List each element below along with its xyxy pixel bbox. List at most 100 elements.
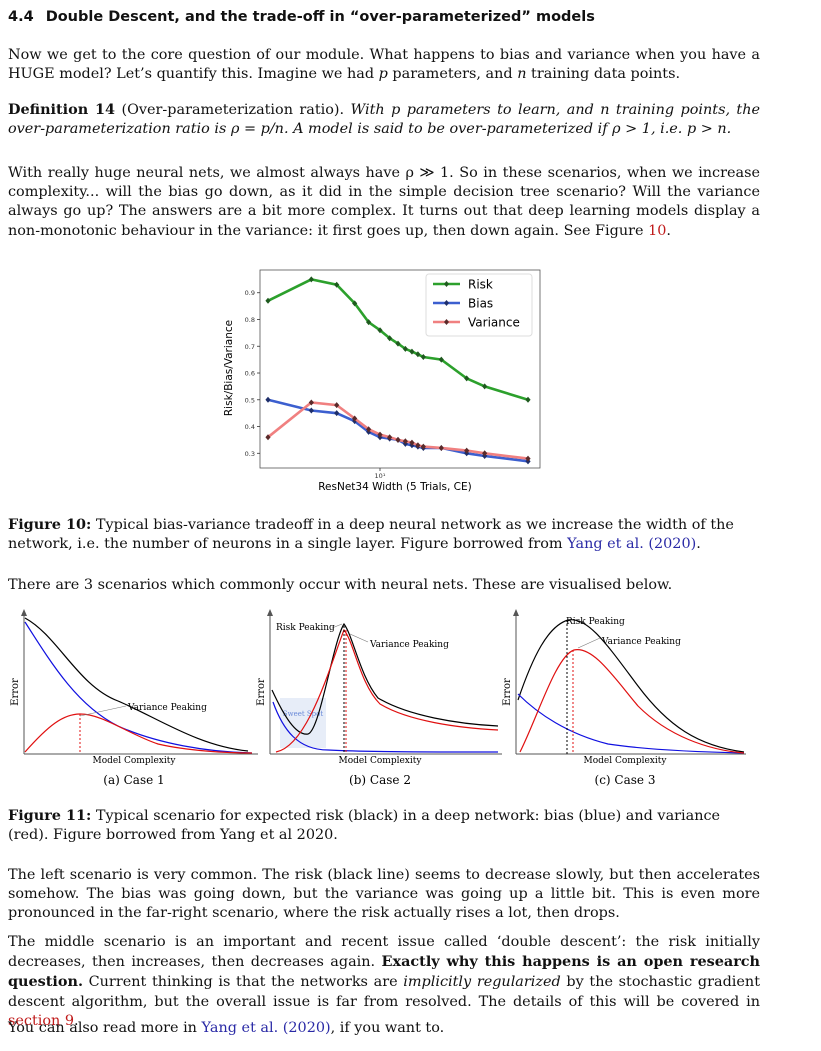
data-point-variance xyxy=(265,434,271,441)
bias-curve xyxy=(24,621,253,754)
paragraph-5-text-1: The middle scenario is an important and … xyxy=(8,934,760,971)
legend-marker-bias xyxy=(444,300,449,306)
data-point-bias xyxy=(265,396,271,403)
section-heading: 4.4 Double Descent, and the trade-off in … xyxy=(8,9,595,25)
paragraph-double-descent: The middle scenario is an important and … xyxy=(8,933,760,1031)
intro-var-n: n xyxy=(517,66,527,83)
figure-10-caption-text: Typical bias-variance tradeoff in a deep… xyxy=(8,517,734,553)
y-axis-label: Risk/Bias/Variance xyxy=(223,320,235,416)
panel-case-2: Sweet Spot Risk Peaking Variance Peaking… xyxy=(256,609,502,787)
paragraph-5-end: . xyxy=(74,1012,79,1029)
figure-10-caption-label: Figure 10: xyxy=(8,516,92,533)
y-tick-label: 0.4 xyxy=(245,423,255,431)
y-tick-label: 0.7 xyxy=(245,343,255,351)
legend-label-variance: Variance xyxy=(468,316,520,330)
figure-11-caption-label: Figure 11: xyxy=(8,807,92,824)
data-point-bias xyxy=(334,410,340,417)
figure-10-citation-year-link[interactable]: (2020) xyxy=(648,536,697,553)
data-point-risk xyxy=(402,345,408,352)
case-1-variance-peaking-label: Variance Peaking xyxy=(127,703,207,713)
risk-curve xyxy=(24,617,249,752)
y-tick-label: 0.5 xyxy=(245,396,255,404)
yang-citation-year-link[interactable]: (2020) xyxy=(282,1020,331,1036)
case-3-error-label: Error xyxy=(502,678,513,706)
data-point-variance xyxy=(387,434,393,441)
intro-text-3: training data points. xyxy=(526,66,681,83)
data-point-risk xyxy=(482,383,488,390)
figure-11-panels: Variance Peaking Error Model Complexity … xyxy=(10,609,746,787)
case-1-error-label: Error xyxy=(10,678,21,706)
x-tick-label: 10¹ xyxy=(375,472,386,480)
paragraph-2-text: With really huge neural nets, we almost … xyxy=(8,165,760,239)
y-tick-label: 0.8 xyxy=(245,316,255,324)
data-point-risk xyxy=(464,375,470,382)
series-line-risk xyxy=(267,278,529,402)
legend-label-risk: Risk xyxy=(468,278,493,292)
data-point-variance xyxy=(464,447,470,454)
case-2-risk-peaking-label: Risk Peaking xyxy=(276,623,335,633)
paragraph-scenarios: There are 3 scenarios which commonly occ… xyxy=(8,577,673,593)
case-2-variance-peaking-label: Variance Peaking xyxy=(369,640,449,650)
intro-text-2: parameters, and xyxy=(387,66,518,83)
section-number: 4.4 xyxy=(8,9,34,25)
y-tick-label: 0.3 xyxy=(245,450,255,458)
bias-curve xyxy=(272,701,499,753)
intro-paragraph: Now we get to the core question of our m… xyxy=(8,46,760,84)
implicitly-regularized-emphasis: implicitly regularized xyxy=(403,974,561,991)
data-point-variance xyxy=(420,443,426,450)
bias-curve xyxy=(517,693,745,754)
variance-curve xyxy=(24,713,253,754)
case-3-caption: (c) Case 3 xyxy=(595,773,656,787)
paragraph-bias-variance: With really huge neural nets, we almost … xyxy=(8,164,760,241)
section-title: Double Descent, and the trade-off in “ov… xyxy=(45,9,595,25)
sweet-spot-label: Sweet Spot xyxy=(283,710,324,718)
data-point-risk xyxy=(265,297,271,304)
panel-case-1: Variance Peaking Error Model Complexity … xyxy=(10,609,258,787)
x-axis-label: ResNet34 Width (5 Trials, CE) xyxy=(318,481,472,493)
figure-11-caption: Figure 11: Typical scenario for expected… xyxy=(8,806,760,845)
paragraph-6-text-1: You can also read more in xyxy=(8,1020,202,1036)
y-tick-label: 0.9 xyxy=(245,289,255,297)
paragraph-2-end: . xyxy=(666,222,671,239)
variance-curve xyxy=(275,628,499,753)
y-tick-label: 0.6 xyxy=(245,370,255,378)
paragraph-5-text-3: by the stochastic gradient descent algor… xyxy=(8,974,760,1010)
section-9-ref-link[interactable]: section 9 xyxy=(8,1012,75,1029)
data-point-variance xyxy=(366,426,372,433)
figure-10-chart: 0.3 0.4 0.5 0.6 0.7 0.8 0.9 Risk/Bias/Variance… xyxy=(223,269,541,493)
paragraph-read-more: You can also read more in Yang et al. (2… xyxy=(8,1019,760,1038)
case-3-complexity-label: Model Complexity xyxy=(584,756,668,766)
data-point-risk xyxy=(420,353,426,360)
data-point-risk xyxy=(409,348,415,355)
series-line-variance xyxy=(267,401,529,460)
legend: Risk Bias Variance xyxy=(425,273,533,337)
paragraph-6-end: , if you want to. xyxy=(330,1020,445,1036)
figure-10-caption-end: . xyxy=(696,536,701,553)
case-1-complexity-label: Model Complexity xyxy=(93,756,177,766)
data-point-risk xyxy=(395,340,401,347)
series-group xyxy=(265,276,531,465)
data-point-variance xyxy=(395,436,401,443)
intro-var-p: p xyxy=(378,66,388,83)
case-3-variance-peaking-label: Variance Peaking xyxy=(601,637,681,647)
legend-marker-risk xyxy=(444,281,449,287)
intro-text-1: Now we get to the core question of our m… xyxy=(8,47,760,83)
case-3-risk-peaking-label: Risk Peaking xyxy=(566,617,625,627)
data-point-risk xyxy=(525,396,531,403)
risk-curve xyxy=(517,619,745,753)
yang-citation-link[interactable]: Yang et al. xyxy=(201,1020,279,1036)
open-question-emphasis: Exactly why this happens is an open rese… xyxy=(8,953,761,991)
figure-10-citation-link[interactable]: Yang et al. xyxy=(567,536,644,553)
data-point-risk xyxy=(366,319,372,326)
paragraph-left-scenario: The left scenario is very common. The ri… xyxy=(8,867,760,922)
data-point-risk xyxy=(415,351,421,358)
risk-curve xyxy=(271,622,499,735)
case-2-error-label: Error xyxy=(256,678,267,706)
definition-text: With p parameters to learn, and n traini… xyxy=(8,102,761,138)
legend-marker-variance xyxy=(444,319,449,325)
panel-case-3: Risk Peaking Variance Peaking Error Mode… xyxy=(502,609,746,787)
case-1-caption: (a) Case 1 xyxy=(103,773,164,787)
case-2-caption: (b) Case 2 xyxy=(349,773,411,787)
figure-10-ref-link[interactable]: 10 xyxy=(648,222,667,239)
y-ticks: 0.3 0.4 0.5 0.6 0.7 0.8 0.9 xyxy=(245,289,260,458)
